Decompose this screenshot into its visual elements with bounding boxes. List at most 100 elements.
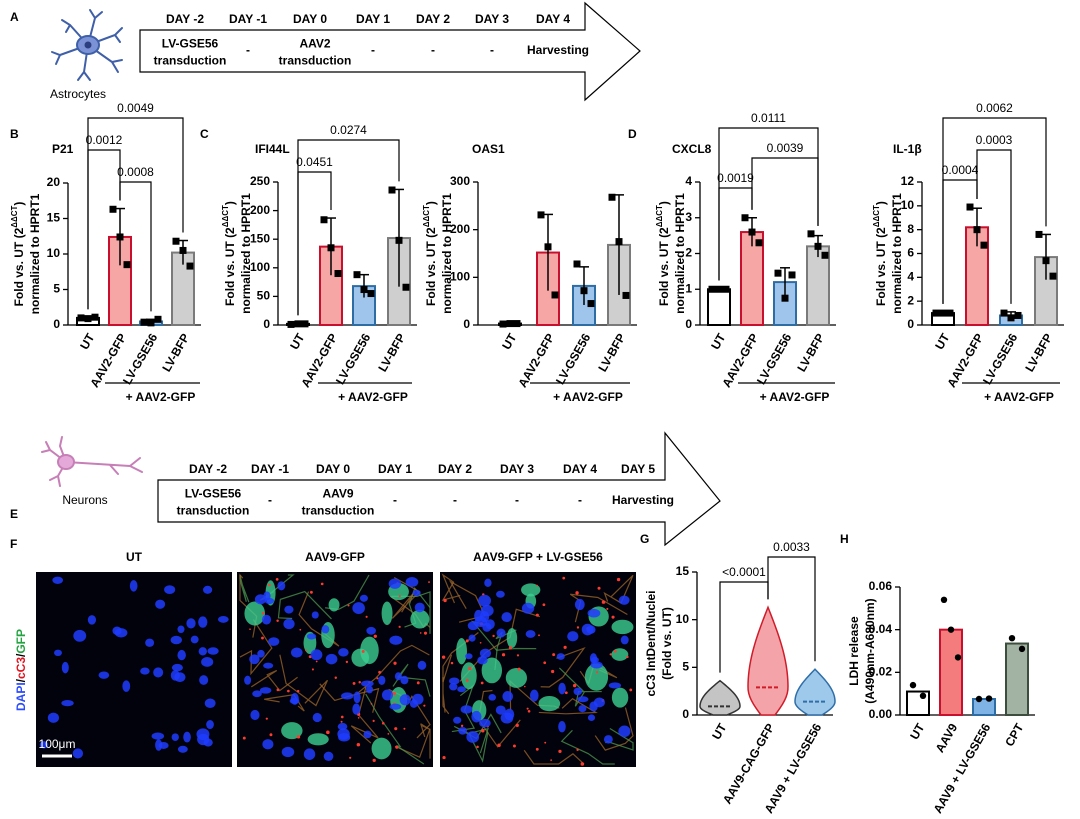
gfp-cell: [328, 598, 340, 612]
nucleus: [587, 714, 596, 722]
gfp-cell: [584, 663, 609, 691]
data-point: [294, 320, 302, 328]
nucleus: [164, 585, 176, 595]
nucleus: [405, 577, 419, 588]
cc3-speck: [476, 745, 479, 749]
nucleus: [201, 657, 214, 667]
y-tick-label: 250: [250, 174, 270, 188]
p-value: 0.0003: [976, 133, 1013, 147]
cc3-speck: [305, 649, 307, 652]
significance-bracket: [87, 117, 184, 310]
stain-part: GFP: [14, 629, 28, 654]
panel-label: E: [10, 507, 18, 521]
cc3-speck: [613, 649, 617, 653]
p-value: <0.0001: [722, 565, 766, 579]
cc3-speck: [398, 625, 401, 628]
data-point: [788, 271, 796, 279]
neurite: [441, 573, 461, 604]
event-label: -: [490, 43, 494, 57]
day-label: DAY -2: [166, 12, 204, 26]
group-label: + AAV2-GFP: [338, 390, 408, 404]
y-tick-label: 2: [685, 246, 692, 260]
cc3-speck: [361, 650, 365, 653]
neuron-icon: [41, 436, 143, 487]
nucleus: [73, 629, 87, 642]
nucleus: [196, 728, 210, 741]
p-value: 0.0451: [296, 155, 333, 169]
neurite: [558, 667, 602, 707]
cc3-speck: [242, 736, 246, 740]
nucleus: [399, 694, 411, 706]
data-point: [367, 290, 375, 298]
nucleus: [312, 712, 322, 723]
cc3-speck: [576, 626, 580, 629]
cc3-speck: [423, 631, 428, 635]
x-tick-label: LV-BFP: [159, 331, 192, 374]
data-point: [320, 216, 328, 224]
nucleus: [323, 751, 334, 761]
nucleus: [207, 647, 219, 655]
nucleus: [467, 621, 479, 631]
nucleus: [54, 649, 62, 657]
data-point: [973, 226, 981, 234]
nucleus: [254, 594, 267, 605]
nucleus: [412, 693, 424, 705]
x-tick-label: LV-GSE56: [980, 331, 1021, 387]
p-value: 0.0039: [767, 141, 804, 155]
nucleus: [129, 580, 138, 592]
x-tick-label: LV-BFP: [375, 331, 408, 374]
nucleus: [145, 638, 155, 647]
y-axis-label: Fold vs. UT (2ΔΔCT): [221, 201, 237, 306]
y-tick-label: 10: [901, 198, 915, 212]
x-tick-label: CPT: [1002, 721, 1026, 749]
data-point: [179, 246, 187, 254]
bar: [939, 628, 963, 717]
nucleus: [47, 712, 60, 723]
data-point: [781, 294, 789, 302]
p-value: 0.0012: [86, 133, 123, 147]
y-axis-label: normalized to HPRT1: [890, 193, 904, 314]
nucleus: [122, 680, 131, 692]
nucleus: [198, 616, 208, 628]
nucleus: [155, 739, 163, 751]
cc3-speck: [372, 758, 376, 763]
y-tick-label: 0: [463, 317, 470, 331]
nucleus: [496, 628, 506, 638]
data-point: [360, 286, 368, 294]
cc3-speck: [465, 679, 469, 682]
event-label: AAV9: [322, 487, 353, 501]
x-tick-label: UT: [77, 331, 97, 352]
cc3-speck: [443, 598, 447, 603]
data-point: [334, 270, 342, 278]
cc3-speck: [249, 628, 251, 630]
gfp-cell: [410, 609, 430, 629]
y-tick-label: 3: [685, 210, 692, 224]
y-axis-label-part: ): [223, 201, 237, 205]
neurite: [391, 591, 431, 634]
event-label: -: [431, 43, 435, 57]
stain-part: DAPI: [14, 682, 28, 711]
nucleus: [618, 595, 630, 605]
data-point: [807, 230, 815, 238]
y-tick-label: 4: [685, 174, 692, 188]
day-label: DAY -2: [189, 462, 227, 476]
y-axis-label-part: normalized to HPRT1: [890, 193, 904, 314]
gfp-cell: [481, 657, 503, 684]
cc3-speck: [551, 669, 555, 674]
nucleus: [177, 625, 185, 634]
y-axis-label-part: Fold vs. UT (2: [657, 227, 671, 306]
gfp-cell: [281, 722, 303, 740]
cc3-speck: [468, 666, 472, 671]
x-tick-label: UT: [907, 721, 927, 742]
data-point: [947, 626, 955, 633]
significance-bracket: [942, 117, 1047, 304]
cc3-speck: [535, 747, 539, 751]
y-axis-label-sup: ΔΔCT: [655, 205, 664, 227]
nucleus: [217, 615, 229, 623]
p-value: 0.0008: [117, 165, 154, 179]
y-axis-label: (A490nm-A680nm): [863, 598, 877, 703]
y-axis-label-part: ): [12, 202, 26, 206]
p-value: 0.0019: [717, 171, 754, 185]
nucleus: [290, 692, 299, 705]
cc3-speck: [564, 691, 568, 695]
